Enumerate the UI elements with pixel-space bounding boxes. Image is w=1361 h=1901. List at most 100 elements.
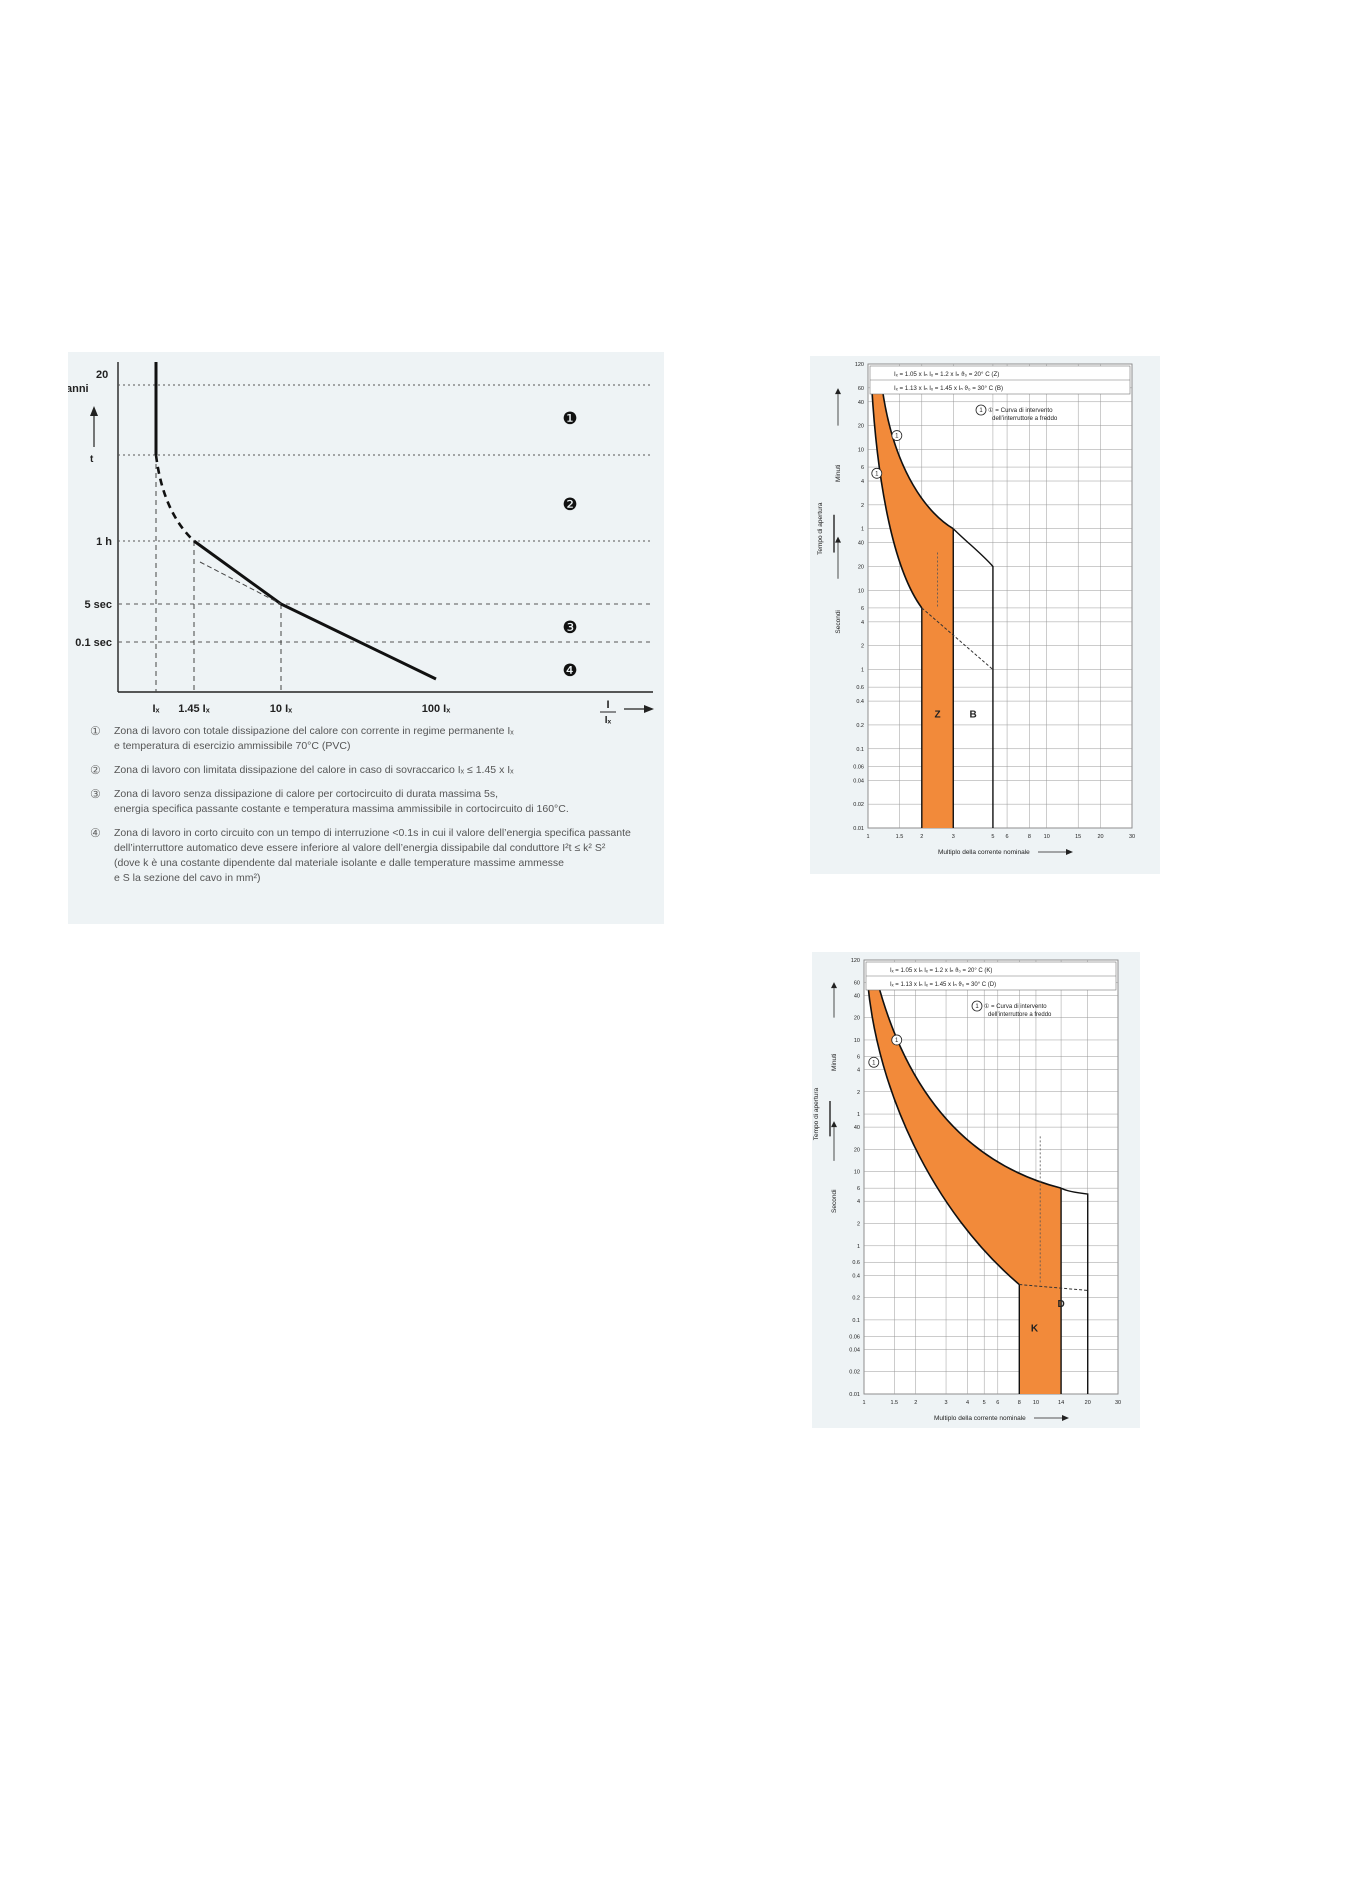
minuti-label: Minuti <box>831 1054 838 1071</box>
cable-thermal-chart-panel: 20 anni t 1 h 5 sec 0.1 sec Iₓ 1.45 Iₓ 1… <box>66 352 664 924</box>
zone-marker-1: ❶ <box>562 409 577 428</box>
y-tick-label: 6 <box>857 1186 860 1192</box>
marker-label: 1 <box>895 434 899 440</box>
y-tick-label: 2 <box>861 503 864 509</box>
y-tick-label: 0.06 <box>853 764 864 770</box>
curves <box>870 387 994 828</box>
y-tick-label: 40 <box>854 993 860 999</box>
secondi-label: Secondi <box>831 1189 838 1213</box>
y-tick-label: 0.06 <box>849 1334 860 1340</box>
y-tick-label: 1 h <box>96 536 112 548</box>
y-arrow-icon <box>831 1121 837 1128</box>
note-line-2: dell’interruttore a freddo <box>992 415 1058 422</box>
legend-item: ④ Zona di lavoro in corto circuito con u… <box>90 826 650 886</box>
ticks: 12060402010642140201064210.60.40.20.10.0… <box>829 958 1121 1421</box>
curve-upper <box>881 387 954 530</box>
y-tick-label: 1 <box>857 1112 860 1118</box>
secondi-label: Secondi <box>835 610 842 634</box>
y-tick-label: 0.4 <box>852 1273 860 1279</box>
note-line-1: ① = Curva di intervento <box>988 407 1053 414</box>
legend-number: ④ <box>90 826 101 840</box>
curve-tangent <box>199 561 282 605</box>
y-tick-label: 4 <box>861 479 864 485</box>
y-tick-label: 0.4 <box>856 699 864 705</box>
trip-curve-zb-panel: 120 60 40 20 10 6 4 2 1 40 20 10 6 4 2 1 0.6 0.4 0.2 0.1 0.0… <box>810 356 1160 874</box>
legend-line: (dove k è una costante dipendente dal ma… <box>114 857 564 869</box>
y-tick-label: 20 <box>858 565 864 571</box>
y-tick-label: 6 <box>861 465 864 471</box>
note-marker <box>971 1000 983 1012</box>
x-tick-label: 30 <box>1129 834 1135 840</box>
y-tick-label: 6 <box>857 1054 860 1060</box>
x-tick-label: 1.5 <box>890 1400 898 1406</box>
tolerance-band <box>871 387 954 828</box>
curves <box>866 982 1089 1394</box>
y-arrow-icon <box>831 982 837 989</box>
y-tick-label: 0.6 <box>852 1260 860 1266</box>
marker-cold-curve <box>891 1034 903 1046</box>
y-tick-label: 60 <box>854 980 860 986</box>
y-tick-label: 0.01 <box>849 1392 860 1398</box>
series-label-z: Z <box>934 709 940 720</box>
trip-curve-kd-chart: 12060402010642140201064210.60.40.20.10.0… <box>813 958 1121 1422</box>
x-tick-label: 2 <box>920 834 923 840</box>
y-tick-label: 2 <box>857 1090 860 1096</box>
y-tick-label: 6 <box>861 606 864 612</box>
grid <box>867 363 1133 829</box>
header-line-1: Iₓ = 1.05 x Iₙ Iₓ = 1.2 x Iₙ ϑ₀ = 20° C … <box>890 968 992 974</box>
x-tick-label: 10 Iₓ <box>270 703 293 715</box>
marker-cold-curve <box>871 467 883 479</box>
y-tick-label: 120 <box>855 362 864 368</box>
fills <box>867 982 1062 1394</box>
y-tick-label: 10 <box>858 588 864 594</box>
cable-thermal-chart: 20 anni t 1 h 5 sec 0.1 sec Iₓ 1.45 Iₓ 1… <box>66 362 654 726</box>
curve-lower <box>866 982 1020 1286</box>
legend-line: e temperatura di esercizio ammissibile 7… <box>114 740 351 752</box>
legend-line: Zona di lavoro con limitata dissipazione… <box>114 764 514 776</box>
legend-number: ③ <box>90 787 101 801</box>
y-tick-label: 0.02 <box>853 802 864 808</box>
trip-curve-zb-chart: 12060402010642140201064210.60.40.20.10.0… <box>817 362 1135 856</box>
transition-dashed <box>921 607 994 670</box>
x-tick-label: 5 <box>991 834 994 840</box>
y-tick-label: 5 sec <box>84 599 112 611</box>
x-tick-label: 1.5 <box>896 834 904 840</box>
minuti-label: Minuti <box>835 465 842 482</box>
y-tick-label: 20 <box>854 1147 860 1153</box>
marker-cold-curve <box>868 1056 880 1068</box>
header-line-2: Iₓ = 1.13 x Iₙ Iₓ = 1.45 x Iₙ ϑ₀ = 30° C… <box>894 385 1003 392</box>
x-tick-label: 5 <box>983 1400 986 1406</box>
y-tick-label: 10 <box>858 447 864 453</box>
x-arrow-icon <box>1066 849 1073 855</box>
y-tick-label: 0.6 <box>856 685 864 691</box>
x-tick-label: 3 <box>952 834 955 840</box>
trip-curve-kd-panel: 120 60 40 20 10 6 4 2 1 40 20 10 6 4 2 1 0.6 0.4 0.2 0.1 0.0… <box>812 952 1140 1428</box>
plot-area <box>867 363 1133 829</box>
y-tick-label: 1 <box>857 1244 860 1250</box>
legend-item: ① Zona di lavoro con totale dissipazione… <box>90 724 650 754</box>
y-tick-label: 0.2 <box>856 723 864 729</box>
curve-lower <box>870 387 923 609</box>
x-axis-label: Multiplo della corrente nominale <box>938 849 1030 856</box>
x-tick-label: 15 <box>1075 834 1081 840</box>
legend-number: ② <box>90 763 101 777</box>
x-arrow-icon <box>644 705 654 713</box>
y-tick-label: 0.2 <box>852 1296 860 1302</box>
y-tick-label: 40 <box>858 400 864 406</box>
curve-shortcircuit <box>193 539 437 681</box>
legend-number: ① <box>90 724 101 738</box>
note-marker-label: 1 <box>979 408 983 414</box>
zone-marker-2: ❷ <box>562 495 577 514</box>
x-arrow-icon <box>1062 1415 1069 1421</box>
y-tick-label: 0.1 <box>852 1318 860 1324</box>
marker-label: 1 <box>875 471 879 477</box>
transition-dashed <box>1019 1284 1088 1291</box>
y-arrow-icon <box>835 388 841 395</box>
x-tick-label: 20 <box>1085 1400 1091 1406</box>
y-tick-label: 1 <box>861 527 864 533</box>
marker-label: 1 <box>872 1060 876 1066</box>
x-axis-label: Multiplo della corrente nominale <box>934 1415 1026 1422</box>
y-tick-label: 0.1 sec <box>75 637 112 649</box>
x-tick-label: 100 Iₓ <box>422 703 451 715</box>
legend-item: ② Zona di lavoro con limitata dissipazio… <box>90 763 650 778</box>
